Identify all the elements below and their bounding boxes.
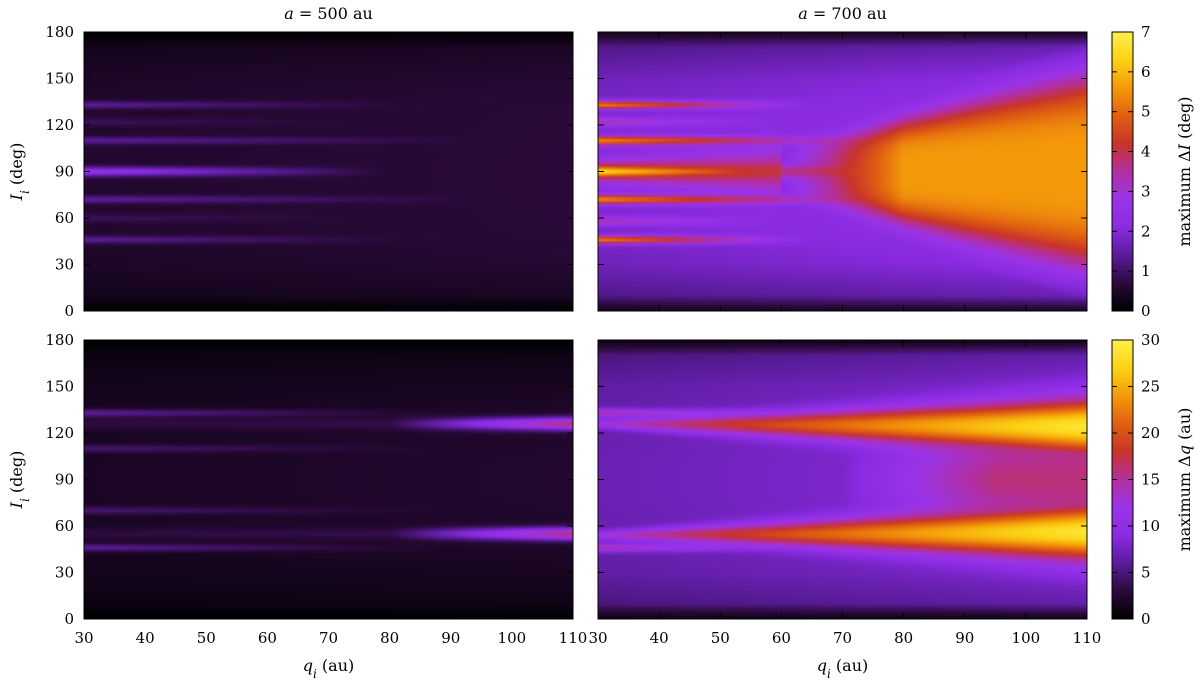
panel-title: a = 700 au	[798, 4, 887, 23]
colorbar-1	[1111, 31, 1134, 312]
colorbar-label: maximum ΔI (deg)	[1175, 97, 1194, 247]
x-tick-label: 80	[894, 629, 913, 647]
y-tick-label: 150	[45, 378, 74, 396]
x-tick-label: 50	[197, 629, 216, 647]
panel-title: a = 500 au	[284, 4, 373, 23]
y-tick-label: 60	[55, 517, 74, 535]
colorbar-tick-label: 7	[1141, 23, 1151, 41]
plots-layer	[83, 31, 1088, 620]
x-tick-label: 60	[772, 629, 791, 647]
y-tick-label: 30	[55, 256, 74, 274]
y-tick-label: 0	[64, 302, 74, 320]
x-tick-label: 70	[319, 629, 338, 647]
colorbar-tick-label: 25	[1141, 378, 1160, 396]
colorbar-tick-label: 2	[1141, 222, 1151, 240]
y-tick-label: 30	[55, 564, 74, 582]
y-axis-label: Ii (deg)	[7, 451, 32, 510]
y-tick-label: 120	[45, 116, 74, 134]
x-tick-label: 60	[258, 629, 277, 647]
heatmap-panel-2	[598, 32, 1087, 311]
x-tick-label: 30	[74, 629, 93, 647]
y-axis-label: Ii (deg)	[7, 143, 32, 202]
x-tick-label: 90	[441, 629, 460, 647]
y-tick-label: 60	[55, 209, 74, 227]
x-tick-label: 110	[1073, 629, 1102, 647]
colorbar-label: maximum Δq (au)	[1175, 408, 1194, 552]
y-tick-label: 0	[64, 610, 74, 628]
heatmap-panel-4	[598, 340, 1087, 619]
colorbar-tick-label: 5	[1141, 564, 1151, 582]
x-tick-label: 100	[1012, 629, 1041, 647]
colorbar-tick-label: 5	[1141, 103, 1151, 121]
colorbar-tick-label: 0	[1141, 302, 1151, 320]
x-tick-label: 100	[498, 629, 527, 647]
colorbar-tick-label: 15	[1141, 471, 1160, 489]
colorbar-tick-label: 4	[1141, 143, 1151, 161]
y-tick-label: 150	[45, 70, 74, 88]
x-tick-label: 70	[833, 629, 852, 647]
x-axis-label: qi (au)	[817, 656, 869, 681]
colorbar-tick-label: 0	[1141, 610, 1151, 628]
colorbar-tick-label: 3	[1141, 182, 1151, 200]
x-tick-label: 50	[711, 629, 730, 647]
x-tick-label: 40	[650, 629, 669, 647]
colorbar-tick-label: 10	[1141, 517, 1160, 535]
heatmap-panel-3	[84, 340, 573, 619]
x-tick-label: 80	[380, 629, 399, 647]
colorbar-tick-label: 6	[1141, 63, 1151, 81]
y-tick-label: 90	[55, 471, 74, 489]
colorbar-tick-label: 30	[1141, 331, 1160, 349]
y-tick-label: 180	[45, 331, 74, 349]
colorbar-tick-label: 20	[1141, 424, 1160, 442]
colorbars-layer	[1111, 31, 1134, 620]
y-tick-label: 180	[45, 23, 74, 41]
x-tick-label: 30	[588, 629, 607, 647]
x-axis-label: qi (au)	[303, 656, 355, 681]
x-tick-label: 110	[559, 629, 588, 647]
y-tick-label: 90	[55, 163, 74, 181]
x-tick-label: 40	[136, 629, 155, 647]
colorbar-tick-label: 1	[1141, 262, 1151, 280]
x-tick-label: 90	[955, 629, 974, 647]
heatmap-panel-1	[84, 32, 573, 311]
y-tick-label: 120	[45, 424, 74, 442]
